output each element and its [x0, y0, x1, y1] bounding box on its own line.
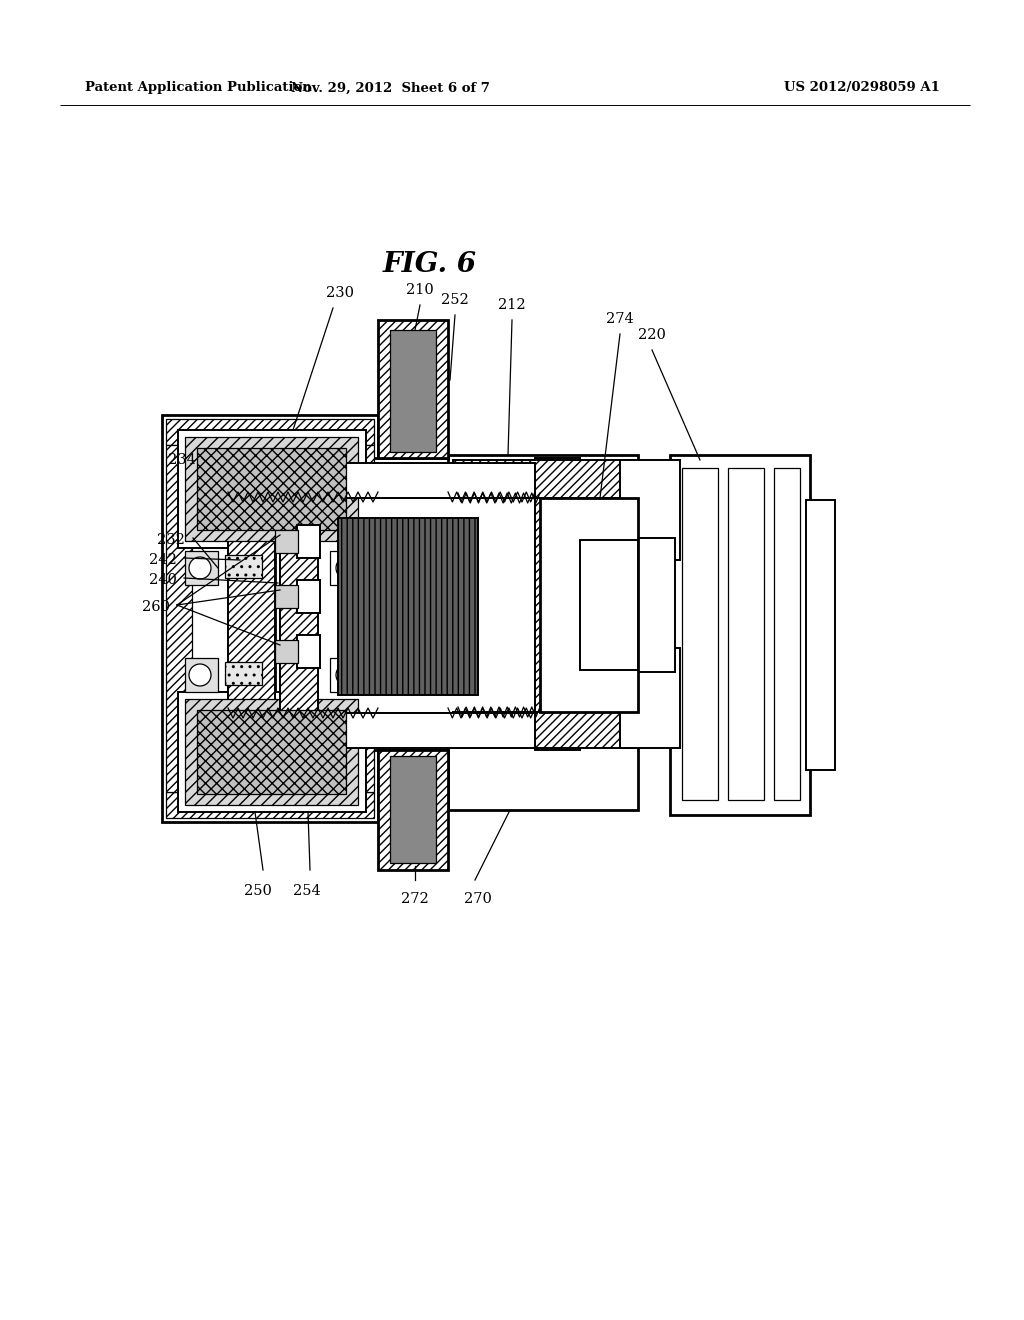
Bar [275, 640, 298, 663]
Bar [774, 469, 800, 800]
Bar [330, 550, 362, 585]
Bar [225, 663, 262, 685]
Bar [228, 458, 275, 750]
Bar [453, 711, 633, 748]
Bar [178, 692, 366, 812]
Text: 250: 250 [244, 884, 272, 898]
Bar [449, 455, 638, 810]
Circle shape [189, 664, 211, 686]
Bar [280, 498, 318, 713]
Bar [185, 550, 218, 585]
Bar [620, 459, 680, 560]
Bar [348, 445, 374, 792]
Text: 272: 272 [401, 892, 429, 906]
Circle shape [336, 557, 358, 579]
Bar [178, 430, 366, 548]
Bar [535, 458, 580, 750]
Bar [728, 469, 764, 800]
Text: 242: 242 [150, 553, 177, 568]
Bar [280, 463, 535, 498]
Bar [580, 540, 638, 671]
Bar [166, 418, 374, 445]
Bar [682, 469, 718, 800]
Bar [275, 458, 540, 750]
Text: 230: 230 [326, 286, 354, 300]
Bar [162, 414, 378, 822]
Bar [166, 792, 374, 818]
Bar [275, 585, 298, 609]
Text: 260: 260 [142, 601, 170, 614]
Bar [275, 531, 298, 553]
Text: Patent Application Publication: Patent Application Publication [85, 82, 311, 95]
Bar [453, 459, 633, 498]
Circle shape [336, 664, 358, 686]
Bar [185, 657, 218, 692]
Text: 212: 212 [499, 298, 525, 312]
Bar [297, 525, 319, 558]
Text: 220: 220 [638, 327, 666, 342]
Bar [378, 750, 449, 870]
Text: 274: 274 [606, 312, 634, 326]
Text: 232: 232 [157, 533, 185, 546]
Text: 270: 270 [464, 892, 492, 906]
Text: 240: 240 [150, 573, 177, 587]
Bar [225, 554, 262, 578]
Text: 234: 234 [168, 453, 196, 467]
Circle shape [189, 557, 211, 579]
Bar [185, 437, 358, 541]
Text: US 2012/0298059 A1: US 2012/0298059 A1 [784, 82, 940, 95]
Bar [197, 710, 346, 795]
Bar [197, 447, 346, 531]
Bar [185, 700, 358, 805]
Bar [280, 713, 535, 748]
Text: FIG. 6: FIG. 6 [383, 252, 477, 279]
Text: Nov. 29, 2012  Sheet 6 of 7: Nov. 29, 2012 Sheet 6 of 7 [291, 82, 489, 95]
Bar [806, 500, 835, 770]
Bar [540, 498, 638, 711]
Text: 210: 210 [407, 282, 434, 297]
Bar [630, 539, 675, 672]
Bar [297, 635, 319, 668]
Bar [620, 648, 680, 748]
Bar [670, 455, 810, 814]
Text: 252: 252 [441, 293, 469, 308]
Bar [297, 579, 319, 612]
Bar [330, 657, 362, 692]
Text: 254: 254 [293, 884, 321, 898]
Bar [166, 445, 193, 792]
Bar [390, 330, 436, 451]
Bar [390, 756, 436, 863]
Bar [378, 319, 449, 458]
Bar [338, 517, 478, 696]
Bar [280, 498, 535, 713]
